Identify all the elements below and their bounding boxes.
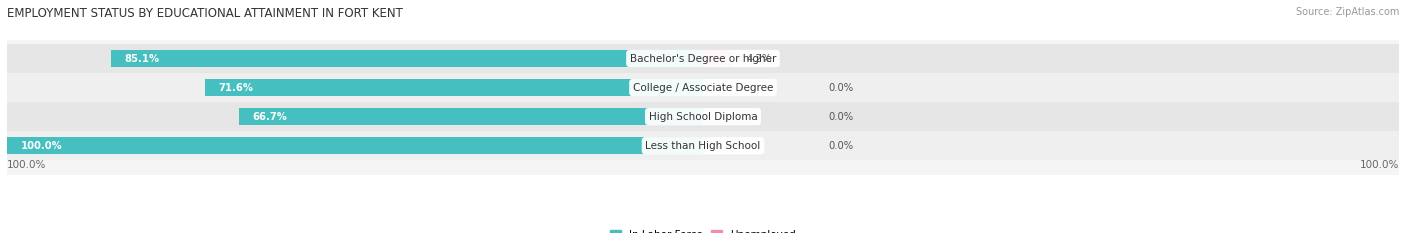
Text: Bachelor's Degree or higher: Bachelor's Degree or higher bbox=[630, 54, 776, 64]
Text: 4.2%: 4.2% bbox=[747, 54, 772, 64]
Bar bbox=[703, 50, 733, 67]
Legend: In Labor Force, Unemployed: In Labor Force, Unemployed bbox=[606, 226, 800, 233]
Text: 85.1%: 85.1% bbox=[125, 54, 160, 64]
Text: College / Associate Degree: College / Associate Degree bbox=[633, 82, 773, 93]
Text: 0.0%: 0.0% bbox=[828, 112, 853, 122]
Bar bbox=[205, 79, 703, 96]
Text: EMPLOYMENT STATUS BY EDUCATIONAL ATTAINMENT IN FORT KENT: EMPLOYMENT STATUS BY EDUCATIONAL ATTAINM… bbox=[7, 7, 404, 20]
Bar bbox=[111, 50, 703, 67]
Text: 100.0%: 100.0% bbox=[21, 141, 63, 151]
Bar bbox=[7, 102, 1399, 131]
Text: 0.0%: 0.0% bbox=[828, 82, 853, 93]
Bar bbox=[7, 131, 1399, 160]
Text: 100.0%: 100.0% bbox=[1360, 160, 1399, 170]
Text: 100.0%: 100.0% bbox=[7, 160, 46, 170]
Text: Source: ZipAtlas.com: Source: ZipAtlas.com bbox=[1295, 7, 1399, 17]
Text: 71.6%: 71.6% bbox=[218, 82, 253, 93]
Bar bbox=[7, 73, 1399, 102]
Bar bbox=[239, 108, 703, 125]
Text: 66.7%: 66.7% bbox=[253, 112, 288, 122]
Text: High School Diploma: High School Diploma bbox=[648, 112, 758, 122]
Text: Less than High School: Less than High School bbox=[645, 141, 761, 151]
Bar bbox=[7, 44, 1399, 73]
Bar bbox=[7, 137, 703, 154]
Text: 0.0%: 0.0% bbox=[828, 141, 853, 151]
